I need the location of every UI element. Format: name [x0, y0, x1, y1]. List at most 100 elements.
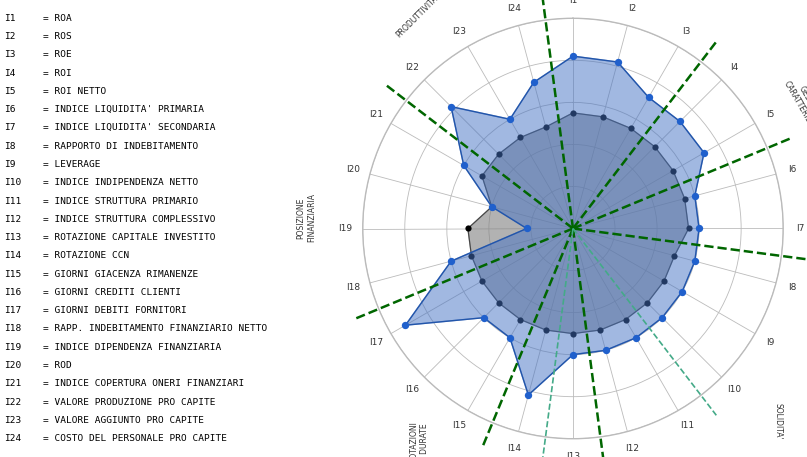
Text: I1: I1 — [4, 14, 15, 23]
Text: I15: I15 — [4, 270, 21, 279]
Point — [697, 149, 710, 156]
Point — [521, 225, 533, 232]
Point — [458, 162, 470, 169]
Text: = LEVERAGE: = LEVERAGE — [43, 160, 100, 169]
Text: I19: I19 — [4, 343, 21, 352]
Point — [667, 167, 679, 174]
Text: I9: I9 — [4, 160, 15, 169]
Text: = RAPPORTO DI INDEBITAMENTO: = RAPPORTO DI INDEBITAMENTO — [43, 142, 198, 151]
Point — [688, 257, 701, 265]
Point — [675, 288, 688, 295]
Text: I4: I4 — [4, 69, 15, 78]
Point — [485, 203, 498, 210]
Text: = VALORE PRODUZIONE PRO CAPITE: = VALORE PRODUZIONE PRO CAPITE — [43, 398, 215, 407]
Point — [567, 351, 579, 358]
Text: REDDITIVITA'
GESTIONE
CARATTERISTICA: REDDITIVITA' GESTIONE CARATTERISTICA — [782, 69, 807, 139]
Text: = INDICE INDIPENDENZA NETTO: = INDICE INDIPENDENZA NETTO — [43, 178, 198, 187]
Point — [485, 203, 498, 210]
Point — [504, 116, 516, 123]
Text: = GIORNI CREDITI CLIENTI: = GIORNI CREDITI CLIENTI — [43, 288, 181, 297]
Point — [682, 225, 695, 232]
Point — [492, 299, 505, 307]
Point — [462, 225, 475, 232]
Text: ROTAZIONI
E DURATE: ROTAZIONI E DURATE — [409, 421, 429, 457]
Point — [625, 125, 638, 132]
Point — [594, 326, 607, 334]
Text: = INDICE STRUTTURA COMPLESSIVO: = INDICE STRUTTURA COMPLESSIVO — [43, 215, 215, 224]
Point — [648, 143, 661, 150]
Point — [475, 277, 488, 285]
Text: I3: I3 — [4, 50, 15, 59]
Text: = ROI NETTO: = ROI NETTO — [43, 87, 106, 96]
Text: I21: I21 — [4, 379, 21, 388]
Point — [567, 330, 579, 337]
Text: SOLIDITA': SOLIDITA' — [773, 403, 782, 440]
Text: = GIORNI GIACENZA RIMANENZE: = GIORNI GIACENZA RIMANENZE — [43, 270, 198, 279]
Text: I20: I20 — [4, 361, 21, 370]
Text: PRODUTTIVITA': PRODUTTIVITA' — [395, 0, 441, 39]
Point — [522, 391, 535, 399]
Point — [445, 103, 458, 110]
Text: I18: I18 — [4, 324, 21, 334]
Text: I2: I2 — [4, 32, 15, 41]
Text: POSIZIONE
FINANZIARIA: POSIZIONE FINANZIARIA — [296, 193, 316, 242]
Point — [656, 314, 669, 321]
Point — [692, 225, 705, 232]
Point — [688, 192, 701, 200]
Text: I23: I23 — [4, 416, 21, 425]
Text: I7: I7 — [4, 123, 15, 133]
Text: I22: I22 — [4, 398, 21, 407]
Point — [539, 123, 552, 131]
Text: = INDICE LIQUIDITA' SECONDARIA: = INDICE LIQUIDITA' SECONDARIA — [43, 123, 215, 133]
Point — [668, 252, 681, 260]
Text: I10: I10 — [4, 178, 21, 187]
Point — [492, 150, 505, 158]
Point — [504, 334, 516, 341]
Point — [629, 334, 642, 341]
Point — [596, 113, 609, 121]
Point — [674, 118, 687, 125]
Text: = ROS: = ROS — [43, 32, 72, 41]
Polygon shape — [405, 56, 704, 395]
Point — [567, 109, 579, 117]
Text: I17: I17 — [4, 306, 21, 315]
Point — [642, 94, 655, 101]
Polygon shape — [468, 113, 688, 334]
Text: = COSTO DEL PERSONALE PRO CAPITE: = COSTO DEL PERSONALE PRO CAPITE — [43, 434, 227, 443]
Point — [599, 347, 612, 354]
Point — [465, 252, 478, 260]
Text: I8: I8 — [4, 142, 15, 151]
Point — [514, 134, 527, 141]
Text: = INDICE DIPENDENZA FINANZIARIA: = INDICE DIPENDENZA FINANZIARIA — [43, 343, 221, 352]
Point — [658, 277, 671, 285]
Text: = INDICE LIQUIDITA' PRIMARIA: = INDICE LIQUIDITA' PRIMARIA — [43, 105, 203, 114]
Text: I6: I6 — [4, 105, 15, 114]
Text: = ROTAZIONE CAPITALE INVESTITO: = ROTAZIONE CAPITALE INVESTITO — [43, 233, 215, 242]
Point — [514, 316, 527, 323]
Text: = ROD: = ROD — [43, 361, 72, 370]
Text: = ROE: = ROE — [43, 50, 72, 59]
Point — [641, 299, 654, 307]
Text: = VALORE AGGIUNTO PRO CAPITE: = VALORE AGGIUNTO PRO CAPITE — [43, 416, 203, 425]
Text: I13: I13 — [4, 233, 21, 242]
Text: I11: I11 — [4, 197, 21, 206]
Text: = INDICE COPERTURA ONERI FINANZIARI: = INDICE COPERTURA ONERI FINANZIARI — [43, 379, 244, 388]
Text: I16: I16 — [4, 288, 21, 297]
Text: I24: I24 — [4, 434, 21, 443]
Point — [475, 172, 488, 180]
Text: I12: I12 — [4, 215, 21, 224]
Text: I5: I5 — [4, 87, 15, 96]
Point — [527, 79, 540, 86]
Point — [399, 322, 412, 329]
Point — [611, 58, 624, 66]
Text: = ROTAZIONE CCN: = ROTAZIONE CCN — [43, 251, 129, 260]
Point — [567, 53, 579, 60]
Text: = ROA: = ROA — [43, 14, 72, 23]
Text: = INDICE STRUTTURA PRIMARIO: = INDICE STRUTTURA PRIMARIO — [43, 197, 198, 206]
Text: = ROI: = ROI — [43, 69, 72, 78]
Text: = RAPP. INDEBITAMENTO FINANZIARIO NETTO: = RAPP. INDEBITAMENTO FINANZIARIO NETTO — [43, 324, 267, 334]
Point — [477, 314, 490, 321]
Text: I14: I14 — [4, 251, 21, 260]
Point — [678, 195, 691, 202]
Point — [445, 257, 458, 265]
